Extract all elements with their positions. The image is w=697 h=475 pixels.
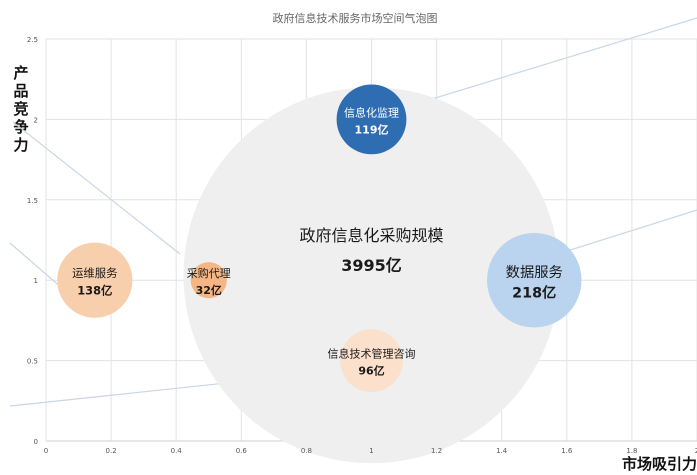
chart-title: 政府信息技术服务市场空间气泡图	[273, 11, 438, 25]
bubble-value-label: 138亿	[77, 284, 112, 298]
total-market-name: 政府信息化采购规模	[299, 226, 443, 245]
bubble-name-label: 信息化监理	[344, 105, 399, 119]
x-tick-label: 0.6	[236, 447, 248, 455]
bubble-value-label: 32亿	[196, 283, 222, 297]
bubble	[57, 242, 133, 318]
y-tick-label: 2.5	[27, 36, 38, 44]
y-tick-label: 1	[34, 277, 38, 285]
total-market-bubble	[183, 87, 560, 464]
bubble-name-label: 运维服务	[72, 266, 118, 280]
x-tick-label: 1.8	[626, 447, 637, 455]
x-axis-title: 市场吸引力	[622, 455, 697, 471]
y-tick-label: 2	[34, 116, 38, 124]
x-tick-label: 1	[369, 447, 373, 455]
bubble-layer	[57, 84, 582, 464]
leader-line	[395, 17, 697, 111]
x-tick-label: 1.4	[496, 447, 508, 455]
bubble-name-label: 数据服务	[506, 264, 563, 281]
bubble-name-label: 信息技术管理咨询	[328, 347, 416, 361]
bubble-value-label: 119亿	[355, 122, 389, 136]
bubble	[340, 329, 403, 392]
x-tick-label: 0	[44, 447, 48, 455]
x-tick-label: 0.2	[106, 447, 117, 455]
x-tick-label: 0.4	[171, 447, 183, 455]
bubble	[487, 232, 582, 328]
y-tick-label: 0.5	[27, 358, 38, 366]
leader-line	[12, 121, 181, 255]
x-tick-label: 0.8	[301, 447, 312, 455]
bubble	[190, 262, 227, 299]
total-market-value: 3995亿	[341, 256, 402, 275]
x-tick-label: 2	[695, 447, 697, 455]
y-axis-title: 产品竞争力	[13, 64, 28, 154]
bubble-value-label: 218亿	[512, 284, 556, 302]
tick-layer: 0 0.2 0.4 0.6 0.8 1 1.2 1.4 1.6 1.8 2 0 0.5 1 1.5 2 2.5	[27, 36, 697, 455]
y-tick-label: 1.5	[27, 197, 38, 205]
x-tick-label: 1.6	[561, 447, 573, 455]
bubble	[336, 84, 407, 155]
y-tick-label: 0	[34, 438, 38, 446]
x-tick-label: 1.2	[431, 447, 442, 455]
bubble-name-label: 采购代理	[187, 266, 231, 280]
bubble-value-label: 96亿	[358, 364, 384, 378]
